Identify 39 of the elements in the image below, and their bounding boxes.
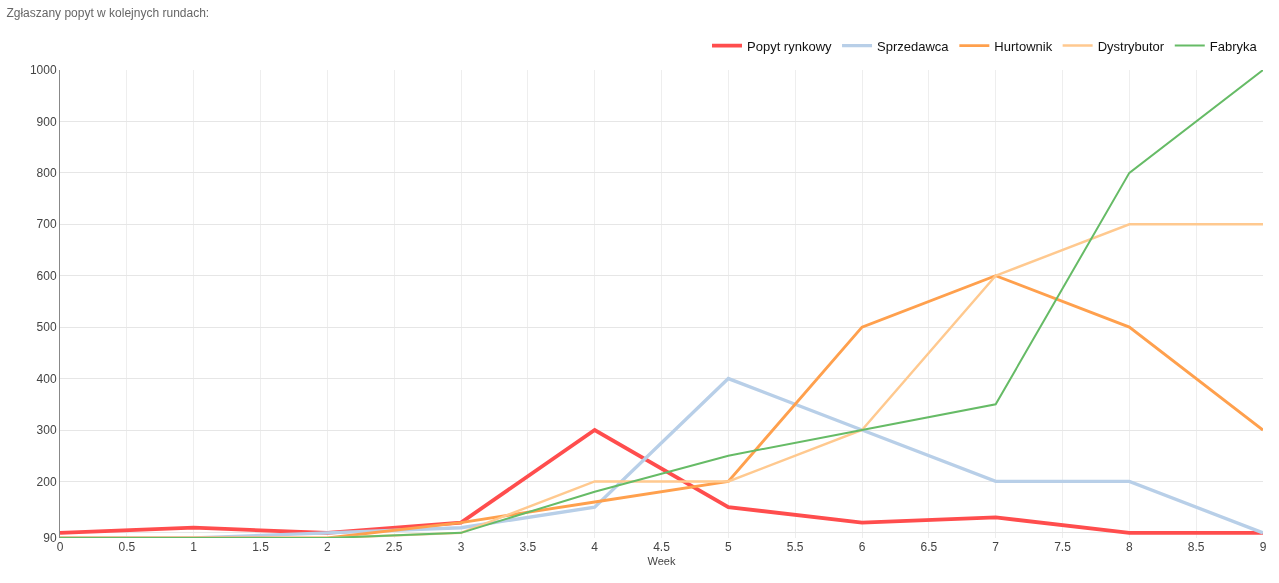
y-tick-label: 1000 — [29, 63, 57, 78]
y-tick-label: 200 — [36, 474, 57, 489]
line-series — [60, 376, 1263, 538]
x-tick-label: 0.5 — [118, 540, 136, 554]
x-tick-label: 2 — [323, 540, 331, 554]
y-tick-label: 700 — [36, 217, 57, 232]
x-tick-label: 1.5 — [252, 540, 270, 554]
y-tick-label: 90 — [43, 531, 57, 546]
line-series — [60, 428, 1263, 535]
x-tick-label: 6 — [858, 540, 866, 554]
x-tick-label: 4.5 — [653, 540, 671, 554]
y-tick-label: 600 — [36, 268, 57, 283]
legend-label: Sprzedawca — [877, 38, 950, 54]
y-tick-label: 300 — [36, 423, 57, 438]
x-axis-title: Week — [647, 555, 676, 568]
x-tick-label: 3.5 — [519, 540, 537, 554]
y-tick-label: 900 — [36, 114, 57, 129]
x-tick-label: 7 — [992, 540, 1000, 554]
y-tick-label: 400 — [36, 371, 57, 386]
x-tick-label: 4 — [591, 540, 599, 554]
legend-label: Hurtownik — [994, 38, 1053, 54]
x-tick-label: 7.5 — [1054, 540, 1072, 554]
x-tick-label: 9 — [1259, 540, 1267, 554]
x-tick-label: 8 — [1125, 540, 1133, 554]
x-tick-label: 1 — [190, 540, 198, 554]
legend-label: Popyt rynkowy — [747, 38, 833, 54]
x-tick-label: 8.5 — [1187, 540, 1205, 554]
x-tick-label: 5.5 — [786, 540, 804, 554]
legend-label: Fabryka — [1209, 38, 1258, 54]
chart-title: Zgłaszany popyt w kolejnych rundach: — [6, 6, 210, 21]
line-series — [60, 70, 1263, 538]
x-tick-label: 3 — [457, 540, 465, 554]
y-tick-label: 800 — [36, 166, 57, 181]
x-tick-label: 6.5 — [920, 540, 938, 554]
x-tick-label: 2.5 — [385, 540, 403, 554]
x-tick-label: 0 — [56, 540, 64, 554]
legend-label: Dystrybutor — [1097, 38, 1165, 54]
x-tick-label: 5 — [724, 540, 732, 554]
y-tick-label: 500 — [36, 320, 57, 335]
